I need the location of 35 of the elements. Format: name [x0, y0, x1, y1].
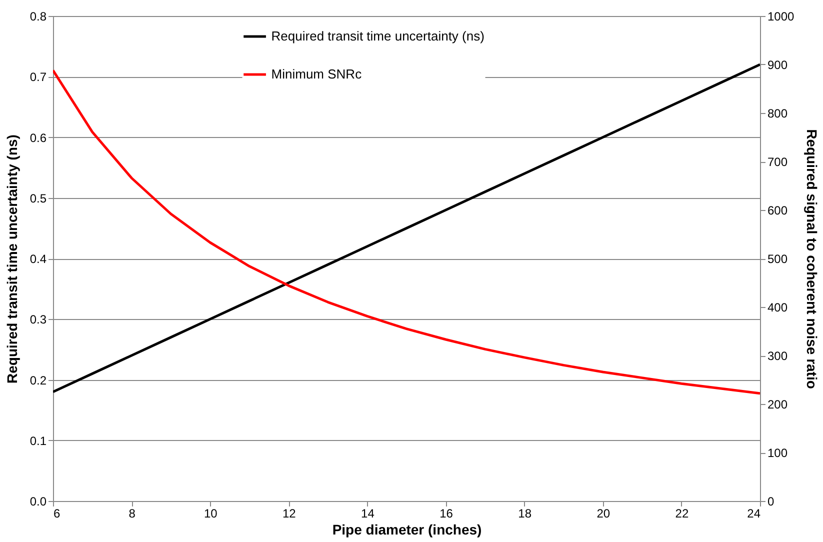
- y2-tick-label: 1000: [768, 10, 795, 24]
- y2-tick-label: 0: [768, 494, 774, 508]
- y-tick-label: 0.5: [30, 191, 47, 206]
- y-axis-title: Required transit time uncertainty (ns): [4, 134, 20, 384]
- x-tick-label: 14: [361, 506, 375, 520]
- x-tick-label: 20: [596, 506, 610, 520]
- y-tick-label: 0.2: [30, 373, 47, 388]
- y2-tick-label: 500: [768, 252, 788, 266]
- y2-tick-label: 700: [768, 155, 788, 169]
- y-tick-label: 0.3: [30, 312, 47, 327]
- y-tick-label: 0.7: [30, 70, 47, 84]
- y2-tick-label: 400: [768, 300, 788, 314]
- x-tick-label: 16: [440, 506, 454, 520]
- legend-label: Required transit time uncertainty (ns): [271, 28, 484, 44]
- y-tick-label: 0.6: [30, 130, 47, 145]
- legend-label: Minimum SNRc: [271, 66, 362, 82]
- y-tick-label: 0.0: [30, 494, 47, 508]
- y2-tick-label: 100: [768, 446, 788, 460]
- x-tick-label: 10: [204, 506, 218, 520]
- y2-axis-title: Required signal to coherent noise ratio: [804, 129, 820, 389]
- y-tick-label: 0.8: [30, 10, 47, 24]
- y2-tick-label: 600: [768, 204, 788, 218]
- y-tick-label: 0.4: [30, 252, 47, 266]
- x-tick-label: 24: [747, 506, 761, 520]
- y2-tick-label: 800: [768, 106, 788, 120]
- y-tick-label: 0.1: [30, 434, 47, 448]
- x-tick-label: 8: [128, 506, 136, 520]
- x-tick-label: 22: [675, 506, 689, 520]
- x-tick-label: 18: [518, 506, 532, 520]
- y2-tick-label: 900: [768, 58, 788, 72]
- y2-tick-label: 300: [768, 349, 788, 363]
- x-tick-label: 6: [54, 506, 60, 520]
- y2-tick-label: 200: [768, 398, 788, 412]
- x-axis-title: Pipe diameter (inches): [332, 522, 482, 538]
- x-tick-label: 12: [282, 506, 296, 520]
